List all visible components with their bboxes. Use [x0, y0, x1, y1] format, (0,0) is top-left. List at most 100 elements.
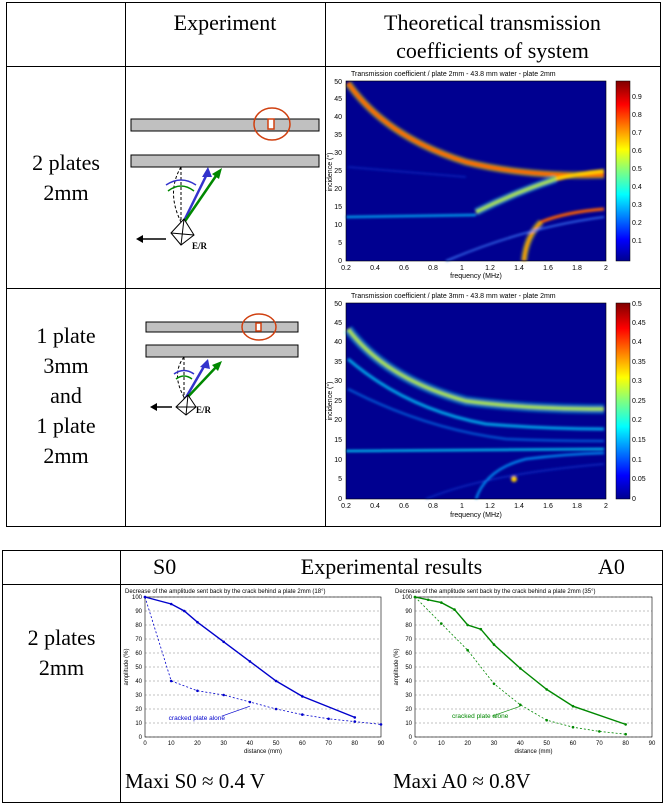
svg-text:0.1: 0.1	[632, 238, 642, 245]
svg-text:0.9: 0.9	[632, 94, 642, 101]
x-tick-label: 90	[378, 741, 385, 747]
svg-text:0.15: 0.15	[632, 437, 646, 444]
header-experiment: Experiment	[173, 10, 277, 35]
y-tick-label: 20	[135, 707, 142, 713]
svg-text:1.6: 1.6	[543, 265, 553, 272]
experiment-diagram-1: E/R	[130, 107, 320, 251]
svg-text:5: 5	[338, 476, 342, 483]
x-tick-label: 70	[325, 741, 332, 747]
data-point	[143, 595, 147, 599]
plot-frame	[414, 596, 653, 738]
data-point	[426, 598, 430, 602]
svg-text:0.7: 0.7	[632, 130, 642, 137]
svg-text:0: 0	[338, 258, 342, 265]
svg-text:45: 45	[334, 320, 342, 327]
svg-text:25: 25	[334, 398, 342, 405]
annotation-arrow	[221, 705, 250, 717]
transducer-label-1: E/R	[192, 241, 208, 251]
data-point	[327, 717, 330, 721]
svg-text:0.2: 0.2	[341, 265, 351, 272]
chart-title: Decrease of the amplitude sent back by t…	[395, 589, 596, 595]
data-point	[301, 695, 304, 698]
data-point	[479, 627, 483, 631]
chart-title: Decrease of the amplitude sent back by t…	[125, 589, 326, 595]
svg-text:0.6: 0.6	[399, 503, 409, 510]
svg-text:0.4: 0.4	[632, 184, 642, 191]
svg-text:0.6: 0.6	[632, 148, 642, 155]
svg-text:20: 20	[334, 417, 342, 424]
svg-text:0.35: 0.35	[632, 359, 646, 366]
x-axis-label: distance (mm)	[514, 749, 552, 755]
y-tick-label: 20	[405, 707, 412, 713]
y-tick-label: 10	[135, 721, 142, 727]
y-tick-label: 50	[405, 665, 412, 671]
svg-text:1.6: 1.6	[543, 503, 553, 510]
heatmap-1: Transmission coefficient / plate 2mm - 4…	[326, 71, 642, 280]
data-point	[440, 601, 443, 604]
svg-text:0.4: 0.4	[632, 339, 642, 346]
x-tick-label: 70	[596, 741, 603, 747]
x-tick-label: 40	[517, 741, 524, 747]
svg-text:25: 25	[334, 168, 342, 175]
svg-text:10: 10	[334, 222, 342, 229]
svg-text:2: 2	[604, 503, 608, 510]
data-point	[353, 720, 357, 723]
data-point	[519, 703, 522, 707]
data-point	[519, 667, 522, 670]
data-point	[196, 689, 199, 693]
data-point	[274, 707, 278, 711]
series-line-cracked-alone	[414, 596, 626, 735]
svg-text:incidence (°): incidence (°)	[326, 382, 334, 421]
svg-text:15: 15	[334, 437, 342, 444]
svg-text:0.1: 0.1	[632, 457, 642, 464]
svg-text:0.5: 0.5	[632, 166, 642, 173]
y-tick-label: 70	[135, 637, 142, 643]
data-point	[466, 623, 469, 627]
y-tick-label: 30	[405, 693, 412, 699]
header-theoretical: Theoretical transmission coefficients of…	[384, 10, 601, 63]
data-point	[169, 602, 173, 606]
svg-text:5: 5	[338, 240, 342, 247]
y-tick-label: 60	[135, 651, 142, 657]
y-tick-label: 30	[135, 693, 142, 699]
experiment-diagram-2: E/R	[145, 313, 299, 416]
y-tick-label: 0	[409, 735, 413, 741]
svg-text:0: 0	[338, 496, 342, 503]
row-label-1plate: 1 plate 3mm and 1 plate 2mm	[36, 323, 96, 468]
data-point	[492, 643, 496, 646]
svg-text:incidence (°): incidence (°)	[326, 153, 334, 192]
y-tick-label: 0	[139, 735, 143, 741]
svg-text:1.8: 1.8	[572, 265, 582, 272]
svg-text:0.2: 0.2	[632, 220, 642, 227]
svg-text:1: 1	[460, 265, 464, 272]
y-tick-label: 40	[135, 679, 142, 685]
y-axis-label: amplitude (%)	[394, 648, 400, 685]
data-point	[466, 648, 469, 652]
svg-text:1.2: 1.2	[485, 265, 495, 272]
y-tick-label: 80	[405, 623, 412, 629]
data-point	[379, 723, 383, 726]
header-s0: S0	[153, 554, 177, 579]
table-bottom: S0 Experimental results A0 2 plates 2mm …	[2, 550, 663, 803]
heatmap-1-title: Transmission coefficient / plate 2mm - 4…	[351, 71, 556, 78]
x-tick-label: 80	[351, 741, 358, 747]
svg-text:1.8: 1.8	[572, 503, 582, 510]
svg-text:0.8: 0.8	[428, 503, 438, 510]
data-point	[598, 730, 601, 733]
svg-text:30: 30	[334, 378, 342, 385]
data-point	[196, 620, 199, 624]
svg-text:30: 30	[334, 150, 342, 157]
x-tick-label: 90	[649, 741, 656, 747]
svg-text:0.25: 0.25	[632, 398, 646, 405]
row-label-2plates-bottom: 2 plates 2mm	[27, 625, 96, 680]
x-tick-label: 10	[168, 741, 175, 747]
data-point	[222, 693, 225, 697]
data-point	[545, 688, 548, 691]
svg-text:0: 0	[632, 496, 636, 503]
data-point	[545, 718, 548, 722]
svg-text:0.4: 0.4	[370, 265, 380, 272]
annotation-cracked-plate-alone: cracked plate alone	[452, 713, 509, 720]
y-tick-label: 80	[135, 623, 142, 629]
x-tick-label: 50	[273, 741, 280, 747]
x-tick-label: 30	[220, 741, 227, 747]
